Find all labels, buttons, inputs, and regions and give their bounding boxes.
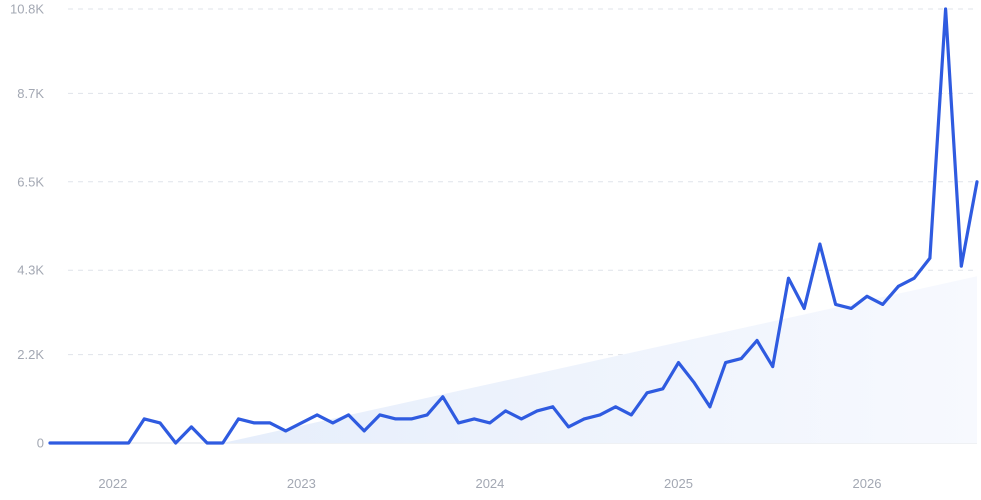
data-point — [771, 365, 775, 369]
data-point — [472, 417, 476, 421]
data-point — [645, 391, 649, 395]
data-point — [394, 417, 398, 421]
data-point — [174, 441, 178, 445]
data-point — [787, 276, 790, 280]
data-point — [912, 276, 916, 280]
series-line-group — [48, 7, 979, 445]
x-tick-label: 2025 — [664, 476, 693, 491]
data-point — [865, 294, 869, 298]
y-tick-label: 10.8K — [10, 2, 44, 17]
y-tick-label: 8.7K — [17, 86, 44, 101]
data-point — [378, 413, 382, 417]
data-point — [551, 405, 555, 409]
data-point — [881, 302, 885, 306]
data-point — [127, 441, 130, 445]
data-point — [504, 409, 508, 413]
data-point — [237, 417, 240, 421]
y-tick-label: 6.5K — [17, 174, 44, 189]
data-point — [834, 302, 837, 306]
data-point — [928, 256, 932, 260]
data-point — [284, 429, 288, 433]
trend-area — [222, 276, 977, 443]
y-axis-tick-labels: 0 2.2K 4.3K 6.5K 8.7K 10.8K — [10, 2, 44, 451]
data-point — [158, 421, 162, 425]
data-point — [347, 413, 350, 417]
data-point — [80, 441, 83, 445]
data-point — [315, 413, 319, 417]
data-point — [425, 413, 429, 417]
trend-area-group — [222, 276, 977, 443]
data-point — [362, 429, 366, 433]
data-point — [488, 421, 492, 425]
y-tick-label: 4.3K — [17, 263, 44, 278]
data-point — [692, 381, 696, 385]
data-point — [567, 425, 570, 429]
data-point — [849, 306, 853, 310]
data-point — [677, 361, 680, 365]
data-point — [739, 357, 743, 361]
data-point — [818, 242, 822, 246]
data-point — [64, 441, 68, 445]
data-point — [614, 405, 618, 409]
data-point — [111, 441, 115, 445]
data-point — [755, 339, 759, 342]
data-point — [205, 441, 209, 445]
x-tick-label: 2022 — [98, 476, 127, 491]
data-point — [802, 306, 806, 310]
data-point — [708, 405, 712, 409]
data-point — [944, 7, 947, 11]
data-point — [299, 421, 303, 425]
x-tick-label: 2023 — [287, 476, 316, 491]
data-point — [221, 441, 225, 445]
x-tick-label: 2024 — [475, 476, 504, 491]
data-point — [629, 413, 633, 417]
data-point — [661, 387, 665, 391]
data-point — [409, 417, 413, 421]
data-point — [142, 417, 146, 421]
x-axis-tick-labels: 2022 2023 2024 2025 2026 — [98, 476, 881, 491]
data-point — [975, 180, 979, 184]
data-point — [441, 395, 445, 399]
series-line — [48, 7, 979, 445]
data-point — [48, 441, 52, 445]
data-point — [959, 264, 963, 268]
data-point — [268, 421, 272, 425]
data-point — [190, 425, 193, 429]
data-point — [897, 284, 900, 288]
data-point — [252, 421, 256, 425]
data-point — [519, 417, 523, 421]
data-point — [457, 421, 460, 425]
data-point — [331, 421, 335, 425]
data-point — [724, 361, 728, 365]
y-tick-label: 2.2K — [17, 347, 44, 362]
x-tick-label: 2026 — [853, 476, 882, 491]
y-tick-label: 0 — [37, 436, 44, 451]
data-point — [598, 413, 602, 417]
data-point — [582, 417, 586, 421]
data-point — [95, 441, 99, 445]
data-point — [535, 409, 539, 413]
